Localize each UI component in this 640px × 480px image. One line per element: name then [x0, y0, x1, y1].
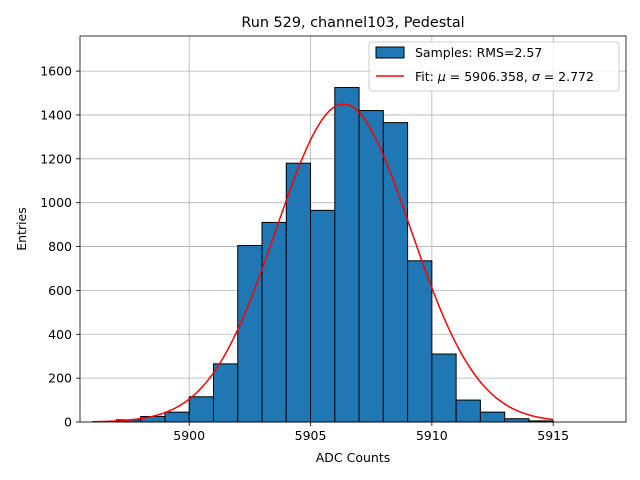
x-axis-label: ADC Counts [316, 450, 391, 465]
legend-fit-sigma-symbol: σ [532, 69, 541, 84]
legend-fit-label: Fit: μ = 5906.358, σ = 2.772 [415, 69, 594, 84]
histogram-bar [164, 411, 190, 423]
histogram-bar [479, 411, 506, 423]
histogram-bars [115, 87, 554, 423]
legend: Samples: RMS=2.57 Fit: μ = 5906.358, σ =… [368, 41, 620, 92]
histogram-bar [358, 110, 384, 423]
histogram-bar [382, 122, 409, 423]
histogram-bar [285, 162, 312, 423]
legend-samples-label: Samples: RMS=2.57 [415, 45, 542, 60]
y-tick-label: 800 [48, 239, 72, 254]
y-tick-label: 1600 [40, 64, 72, 79]
legend-samples-swatch [375, 46, 405, 59]
x-axis-ticks: 5900 5905 5910 5915 [173, 422, 569, 443]
histogram-bar [237, 244, 263, 423]
legend-fit-mu-symbol: μ [437, 69, 446, 84]
y-tick-label: 0 [64, 415, 72, 430]
x-tick-label: 5905 [295, 428, 327, 443]
histogram-bar [212, 363, 239, 423]
y-axis-label: Entries [14, 207, 29, 251]
y-tick-label: 600 [48, 283, 72, 298]
y-tick-label: 1400 [40, 107, 72, 122]
chart-title: Run 529, channel103, Pedestal [241, 15, 464, 31]
histogram-bar [334, 87, 360, 423]
fit-curve [92, 103, 554, 423]
y-tick-label: 200 [48, 371, 72, 386]
histogram-bar [407, 260, 433, 423]
y-tick-label: 400 [48, 327, 72, 342]
y-tick-label: 1000 [40, 195, 72, 210]
y-axis-ticks: 0 200 400 600 800 1000 1200 1400 1600 [40, 64, 80, 430]
x-tick-label: 5915 [537, 428, 569, 443]
x-tick-label: 5900 [173, 428, 205, 443]
x-tick-label: 5910 [416, 428, 448, 443]
legend-fit-sigma-value: = 2.772 [540, 69, 594, 84]
legend-fit-prefix: Fit: [415, 69, 438, 84]
histogram-bar [504, 418, 530, 423]
histogram-bar [455, 399, 481, 423]
y-tick-label: 1200 [40, 151, 72, 166]
histogram-bar [261, 221, 287, 423]
histogram-bar [431, 353, 457, 423]
plot-frame [79, 35, 627, 423]
histogram-bar [188, 396, 214, 423]
legend-frame [368, 41, 620, 92]
legend-fit-mu-value: = 5906.358, [446, 69, 532, 84]
histogram-bar [310, 209, 336, 423]
